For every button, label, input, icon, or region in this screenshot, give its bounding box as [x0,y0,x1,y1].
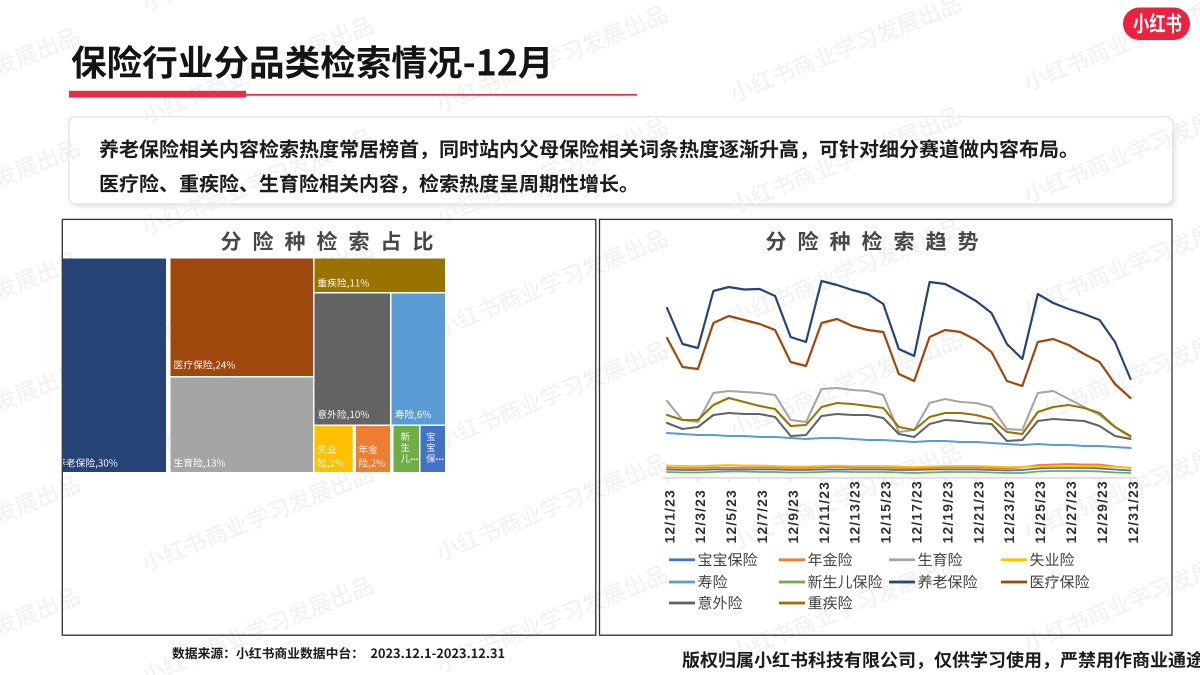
svg-text:12/9/23: 12/9/23 [785,489,801,543]
svg-text:12/21/23: 12/21/23 [970,480,986,543]
svg-text:12/3/23: 12/3/23 [692,489,708,543]
svg-text:12/31/23: 12/31/23 [1125,480,1141,543]
svg-text:12/11/23: 12/11/23 [816,481,832,544]
svg-text:12/1/23: 12/1/23 [661,489,677,543]
svg-text:12/25/23: 12/25/23 [1032,480,1048,543]
svg-text:12/13/23: 12/13/23 [847,480,863,543]
svg-text:12/5/23: 12/5/23 [723,489,739,543]
svg-text:12/15/23: 12/15/23 [878,480,894,543]
svg-text:12/23/23: 12/23/23 [1001,480,1017,543]
svg-text:12/27/23: 12/27/23 [1063,480,1079,543]
svg-text:12/29/23: 12/29/23 [1094,480,1110,543]
svg-text:12/17/23: 12/17/23 [909,480,925,543]
svg-text:12/7/23: 12/7/23 [754,489,770,543]
svg-text:12/19/23: 12/19/23 [939,480,955,543]
